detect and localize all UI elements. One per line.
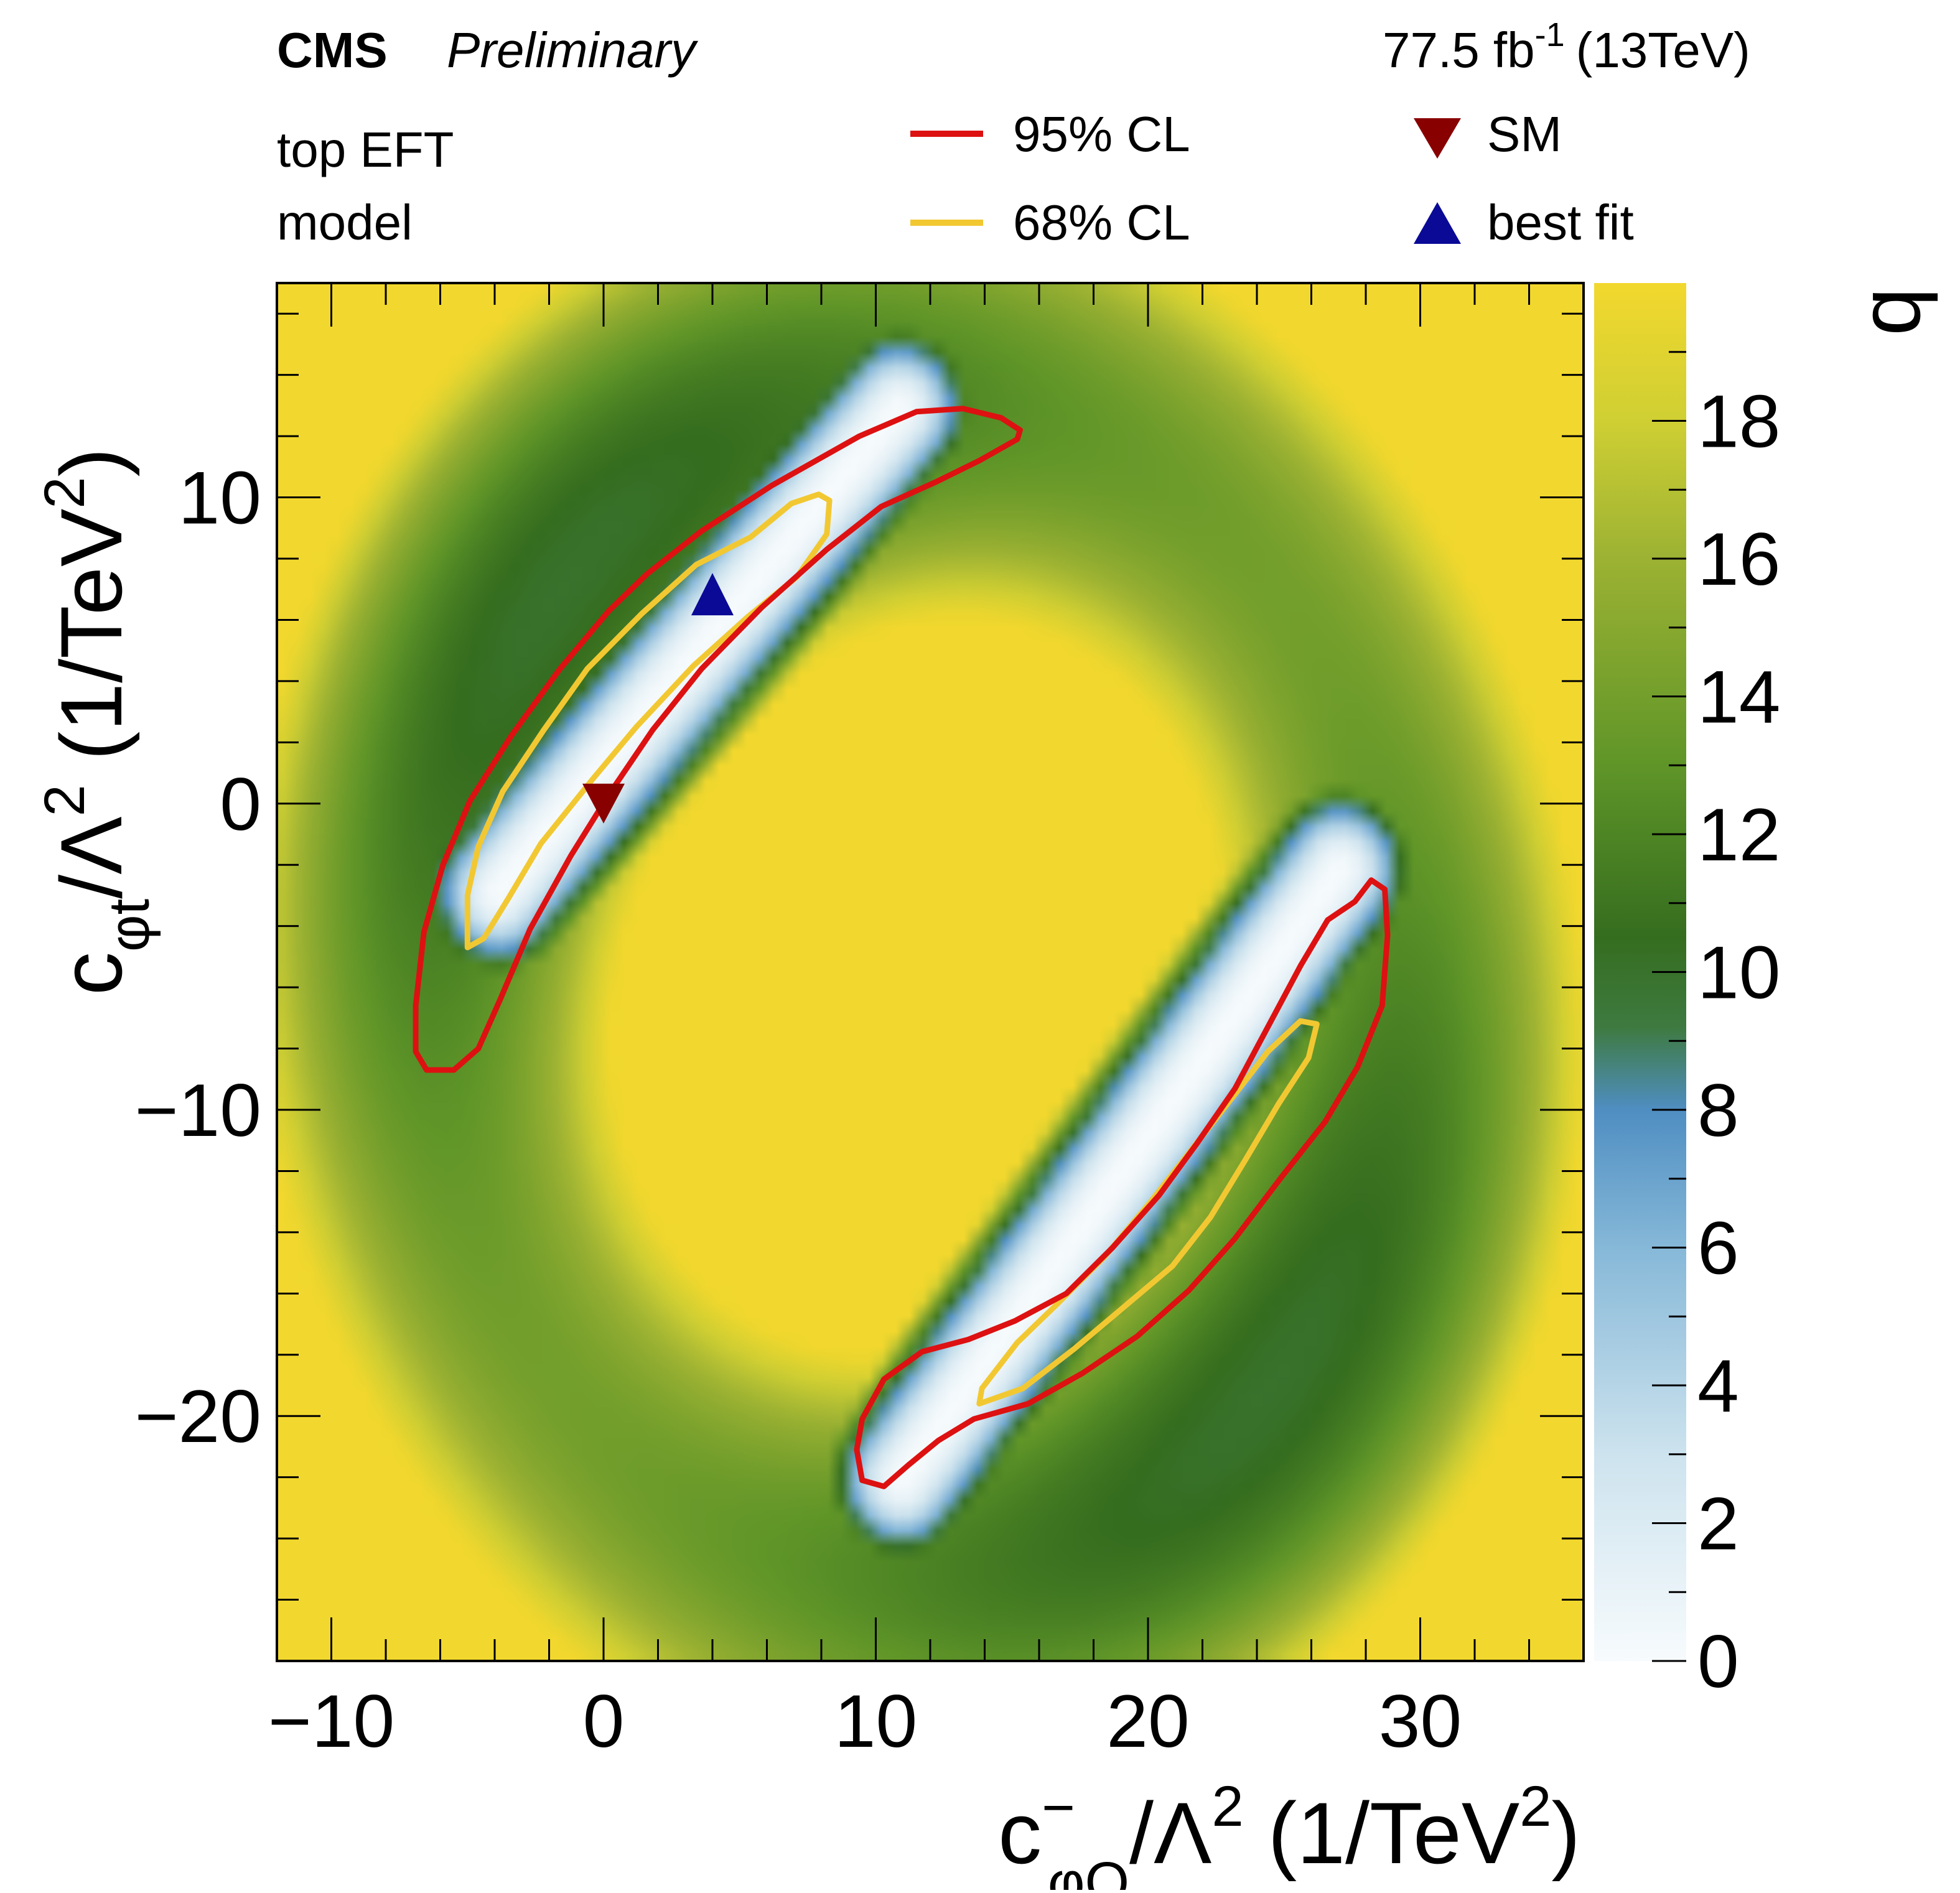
colorbar-tick-label: 16 [1697, 518, 1780, 601]
legend-cl68-label: 68% CL [1013, 195, 1190, 250]
y-title-sq: 2 [33, 784, 96, 816]
colorbar-tick-labels: 0 2 4 6 8 10 12 14 16 18 [1697, 380, 1780, 1704]
colorbar-ticks [1652, 351, 1686, 1662]
x-tick-label: 0 [583, 1680, 625, 1763]
y-tick-label: 10 [179, 457, 261, 540]
colorbar-tick-label: 0 [1697, 1620, 1739, 1703]
status-label: Preliminary [447, 22, 699, 78]
lumi-label: 77.5 fb-1 (13TeV) [1383, 16, 1750, 78]
colorbar-tick-label: 4 [1697, 1344, 1739, 1428]
x-tick-label: 30 [1379, 1680, 1462, 1763]
x-title-sup: − [1042, 1776, 1075, 1840]
y-title-sub: φt [98, 899, 161, 952]
y-title-rest: /Λ [42, 816, 140, 898]
x-tick-labels: −10 0 10 20 30 [268, 1680, 1462, 1763]
legend-cl95-label: 95% CL [1013, 106, 1190, 162]
x-axis-title: c− φQ/Λ2 (1/TeV2) [998, 1775, 1580, 1890]
lumi-value: 77.5 fb [1383, 22, 1535, 78]
plot-frame [276, 282, 1585, 1662]
lumi-exponent: -1 [1535, 16, 1565, 53]
y-tick-label: −20 [134, 1375, 261, 1458]
model-line-1: top EFT [277, 122, 454, 177]
colorbar-title: q [1841, 287, 1938, 336]
contours [413, 406, 1391, 1489]
best-fit-point-marker [691, 573, 734, 616]
legend: 95% CL 68% CL SM best fit [910, 106, 1634, 250]
y-title-unit-sq: 2 [33, 477, 96, 509]
model-line-2: model [277, 195, 413, 250]
legend-sm-marker-icon [1414, 118, 1461, 159]
markers [582, 573, 734, 824]
colorbar-tick-label: 14 [1697, 656, 1780, 739]
x-tick-label: 10 [834, 1680, 917, 1763]
x-title-close: ) [1551, 1784, 1580, 1882]
plot-area [276, 282, 1585, 1662]
colorbar: 0 2 4 6 8 10 12 14 16 18 q [1594, 283, 1938, 1703]
x-title-unit: (1/TeV [1244, 1784, 1520, 1882]
y-tick-labels: −20 −10 0 10 [134, 457, 261, 1459]
colorbar-tick-label: 10 [1697, 931, 1780, 1015]
legend-bestfit-label: best fit [1487, 195, 1634, 250]
y-tick-label: −10 [134, 1069, 261, 1152]
x-tick-label: 20 [1106, 1680, 1189, 1763]
y-title-close: ) [42, 448, 140, 477]
x-title-sub: φQ [1048, 1851, 1129, 1890]
colorbar-tick-label: 8 [1697, 1069, 1739, 1152]
contour-95-1 [413, 406, 1023, 1073]
x-title-sq: 2 [1212, 1775, 1244, 1838]
y-title-c: c [42, 952, 140, 995]
energy-label: (13TeV) [1576, 22, 1750, 78]
contour-68-1 [464, 491, 833, 951]
colorbar-tick-label: 12 [1697, 793, 1780, 877]
x-tick-label: −10 [268, 1680, 395, 1763]
x-title-unit-sq: 2 [1519, 1775, 1551, 1838]
x-title-c: c [998, 1784, 1042, 1882]
axis-ticks [276, 283, 1585, 1662]
x-title-rest: /Λ [1129, 1784, 1211, 1882]
legend-bestfit-marker-icon [1414, 202, 1461, 244]
y-tick-label: 0 [220, 763, 261, 846]
colorbar-tick-label: 18 [1697, 380, 1780, 463]
colorbar-tick-label: 6 [1697, 1207, 1739, 1290]
y-axis-title: cφt/Λ2 (1/TeV2) [33, 448, 161, 995]
sm-point-marker [582, 783, 625, 824]
colorbar-tick-label: 2 [1697, 1482, 1739, 1566]
experiment-label: CMS [277, 22, 388, 78]
contour-95-2 [854, 877, 1391, 1489]
legend-sm-label: SM [1487, 106, 1562, 162]
y-title-unit: (1/TeV [42, 509, 140, 785]
heatmap [277, 283, 1584, 1661]
